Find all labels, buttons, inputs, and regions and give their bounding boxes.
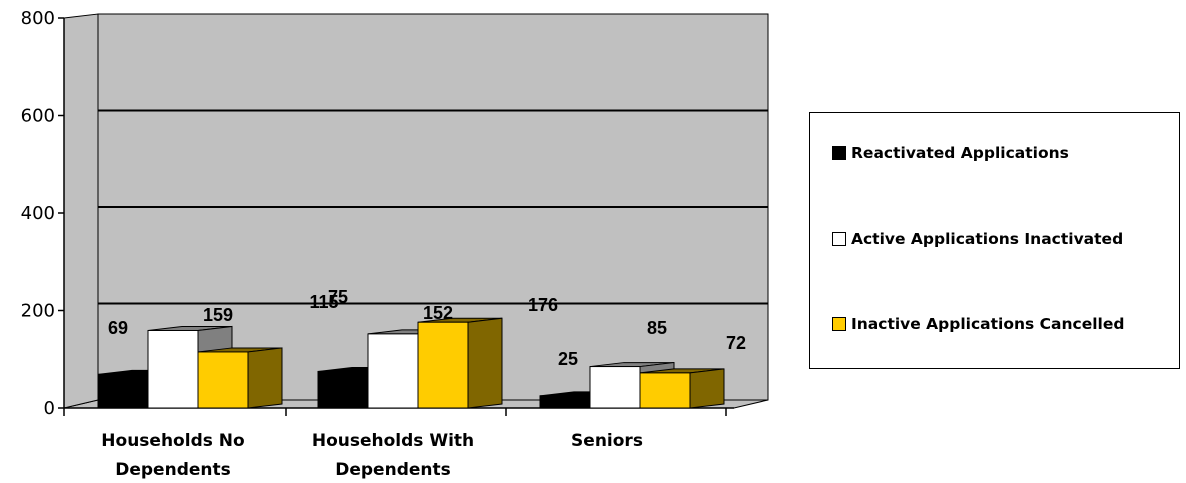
bar-side-face: [689, 368, 725, 409]
y-tick-label: 800: [21, 8, 55, 29]
data-label: 159: [203, 305, 233, 325]
legend-item-inactivated: Active Applications Inactivated: [832, 230, 1123, 248]
legend-swatch-white: [832, 232, 846, 246]
data-labels: 69 75 25 159 152 85 115 176 72: [108, 287, 746, 369]
data-label: 176: [528, 295, 558, 315]
data-label: 25: [558, 349, 578, 369]
legend: Reactivated Applications Active Applicat…: [809, 112, 1180, 369]
bar: [589, 366, 641, 409]
bars: [97, 317, 725, 409]
bar: [367, 333, 419, 409]
y-tick-label: 200: [21, 301, 55, 322]
bar: [417, 321, 469, 409]
data-label: 72: [726, 333, 746, 353]
bar: [197, 351, 249, 409]
legend-label: Inactive Applications Cancelled: [851, 315, 1125, 333]
bar: [97, 373, 149, 409]
data-label: 69: [108, 318, 128, 338]
legend-item-reactivated: Reactivated Applications: [832, 144, 1069, 162]
bar: [539, 395, 591, 409]
x-axis-category-labels: Households No Dependents Households With De…: [101, 431, 643, 480]
y-tick-label: 0: [44, 398, 55, 419]
data-label: 75: [328, 287, 348, 307]
bar-side-face: [467, 317, 503, 409]
y-tick-label: 600: [21, 106, 55, 127]
x-category-label: Seniors: [571, 431, 643, 451]
data-label: 115: [309, 292, 338, 312]
legend-swatch-yellow: [832, 317, 846, 331]
y-axis-ticks: 0 200 400 600 800: [21, 8, 64, 419]
x-category-label: Dependents: [115, 460, 231, 480]
data-label: 152: [423, 303, 453, 323]
bar: [147, 329, 199, 409]
x-category-label: Households With: [312, 431, 474, 451]
bar: [639, 372, 691, 409]
x-category-label: Dependents: [335, 460, 451, 480]
x-category-label: Households No: [101, 431, 244, 451]
plot-side-wall: [63, 13, 99, 409]
bar-side-face: [247, 347, 283, 409]
data-label: 85: [647, 318, 667, 338]
legend-label: Reactivated Applications: [851, 144, 1069, 162]
bar: [317, 370, 369, 409]
legend-swatch-black: [832, 146, 846, 160]
legend-item-cancelled: Inactive Applications Cancelled: [832, 315, 1124, 333]
y-tick-label: 400: [21, 203, 55, 224]
legend-label: Active Applications Inactivated: [851, 230, 1124, 248]
